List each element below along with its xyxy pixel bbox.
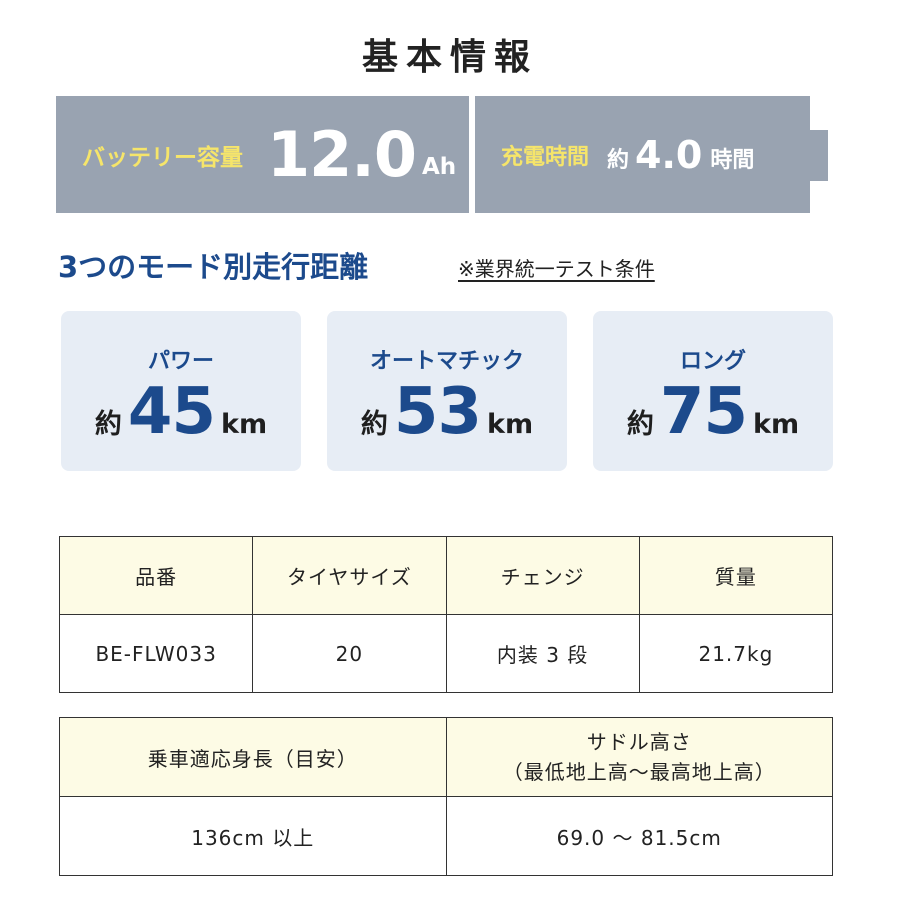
header-gear-change: チェンジ [445, 536, 640, 615]
mode-prefix: 約 [94, 409, 122, 440]
mode-distance-value: 75 [659, 375, 748, 449]
battery-capacity-panel: バッテリー容量 12.0 Ah [56, 96, 469, 213]
battery-capacity-value: 12.0 [267, 118, 417, 191]
charge-time-panel: 充電時間 約 4.0 時間 [475, 96, 810, 213]
spec-table-basic: 品番 タイヤサイズ チェンジ 質量 BE-FLW033 20 内装 3 段 21… [58, 536, 834, 693]
cell-weight: 21.7kg [638, 614, 834, 693]
header-saddle-height-title: サドル高さ [586, 730, 692, 754]
test-condition-note: ※業界統一テスト条件 [458, 257, 655, 281]
header-weight: 質量 [638, 536, 834, 615]
table-row: 136cm 以上 69.0 〜 81.5cm [59, 796, 833, 876]
mode-card-automatic: オートマチック 約 53 km [327, 311, 567, 471]
battery-capacity-label: バッテリー容量 [82, 144, 243, 171]
mode-prefix: 約 [626, 409, 654, 440]
cell-rider-height: 136cm 以上 [59, 796, 447, 876]
mode-name: オートマチック [369, 349, 524, 374]
charge-time-unit: 時間 [710, 147, 755, 173]
cell-tire-size: 20 [252, 614, 447, 693]
battery-capacity-unit: Ah [421, 153, 457, 180]
mode-card-power: パワー 約 45 km [61, 311, 301, 471]
spec-table-fit: 乗車適応身長（目安） サドル高さ （最低地上高〜最高地上高） 136cm 以上 … [59, 717, 833, 876]
mode-distance-value: 53 [393, 375, 482, 449]
table-row: BE-FLW033 20 内装 3 段 21.7kg [58, 614, 834, 693]
header-rider-height: 乗車適応身長（目安） [59, 717, 447, 797]
mode-name: パワー [147, 349, 214, 374]
charge-time-value: 4.0 [635, 132, 703, 177]
charge-time-label: 充電時間 [501, 144, 590, 170]
mode-name: ロング [679, 349, 746, 374]
mode-card-long: ロング 約 75 km [593, 311, 833, 471]
header-saddle-height-range-note: （最低地上高〜最高地上高） [502, 760, 776, 784]
header-model-number: 品番 [58, 536, 254, 615]
mode-distance-unit: km [220, 409, 268, 440]
table-header-row: 品番 タイヤサイズ チェンジ 質量 [58, 536, 834, 615]
cell-gear-change: 内装 3 段 [445, 614, 640, 693]
mode-distance-value: 45 [127, 375, 216, 449]
page-title: 基本情報 [361, 37, 538, 78]
mode-prefix: 約 [360, 409, 388, 440]
battery-tip [810, 130, 828, 181]
mode-distance-unit: km [486, 409, 534, 440]
charge-time-prefix: 約 [607, 147, 630, 173]
mode-distance-unit: km [752, 409, 800, 440]
cell-saddle-height: 69.0 〜 81.5cm [445, 796, 833, 876]
table-header-row: 乗車適応身長（目安） サドル高さ （最低地上高〜最高地上高） [59, 717, 833, 797]
header-tire-size: タイヤサイズ [252, 536, 447, 615]
mode-distance-heading: 3つのモード別走行距離 [58, 250, 369, 284]
header-saddle-height: サドル高さ （最低地上高〜最高地上高） [445, 717, 833, 797]
cell-model-number: BE-FLW033 [58, 614, 254, 693]
